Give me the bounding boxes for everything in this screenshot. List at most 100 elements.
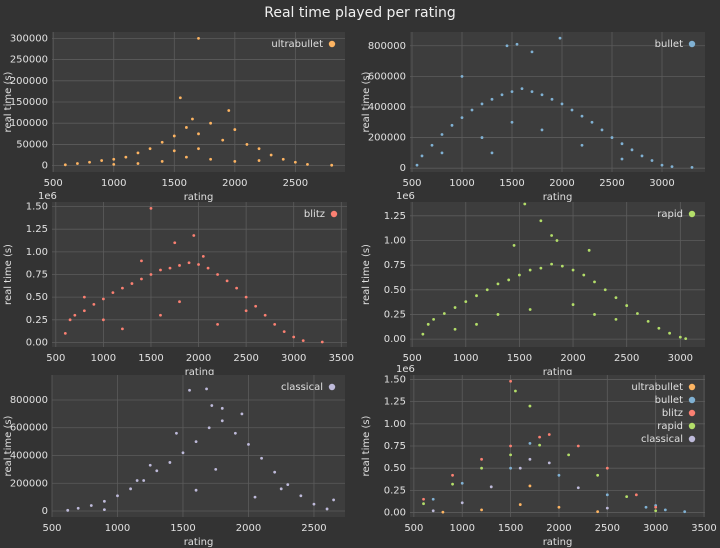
legend-label: classical bbox=[281, 382, 323, 393]
point bbox=[209, 157, 213, 161]
y-axis-label: real time (s) bbox=[3, 71, 14, 132]
point bbox=[422, 502, 425, 506]
x-tick-label: 2500 bbox=[233, 353, 258, 364]
point bbox=[490, 97, 494, 101]
point bbox=[273, 470, 277, 474]
y-tick-label: 600000 bbox=[10, 423, 48, 434]
point bbox=[451, 482, 454, 486]
point bbox=[111, 291, 115, 295]
point bbox=[480, 466, 483, 470]
x-tick-label: 1500 bbox=[170, 523, 195, 534]
x-tick-label: 3000 bbox=[668, 353, 693, 364]
point bbox=[470, 108, 474, 112]
point bbox=[149, 273, 153, 276]
point bbox=[220, 419, 224, 423]
point bbox=[306, 162, 309, 166]
point bbox=[184, 155, 188, 159]
x-axis-label: rating bbox=[184, 192, 214, 203]
point bbox=[247, 443, 250, 446]
point bbox=[453, 306, 457, 309]
x-axis-label: rating bbox=[185, 367, 215, 378]
point bbox=[63, 332, 67, 335]
y-tick-label: 0.75 bbox=[384, 441, 406, 452]
point bbox=[518, 273, 521, 277]
point bbox=[159, 268, 162, 272]
x-axis-label: rating bbox=[543, 192, 573, 203]
x-tick-label: 1500 bbox=[138, 353, 163, 364]
point bbox=[630, 148, 634, 152]
point bbox=[530, 50, 534, 54]
x-tick-label: 2000 bbox=[546, 523, 571, 534]
point bbox=[620, 142, 624, 146]
point bbox=[159, 313, 162, 317]
point bbox=[269, 153, 273, 157]
y-tick-label: 0 bbox=[42, 506, 48, 517]
point bbox=[299, 494, 303, 498]
x-tick-label: 1500 bbox=[498, 523, 523, 534]
y-tick-label: 0.75 bbox=[384, 260, 406, 271]
point bbox=[509, 379, 512, 383]
point bbox=[480, 136, 484, 139]
x-tick-label: 2500 bbox=[614, 353, 639, 364]
point bbox=[690, 166, 694, 169]
point bbox=[312, 502, 316, 506]
point bbox=[121, 327, 124, 331]
point bbox=[76, 162, 79, 165]
point bbox=[550, 97, 554, 101]
point bbox=[636, 312, 639, 315]
x-tick-label: 1000 bbox=[101, 178, 126, 189]
x-tick-label: 2500 bbox=[301, 523, 326, 534]
x-tick-label: 3500 bbox=[329, 353, 354, 364]
point bbox=[260, 456, 263, 460]
point bbox=[172, 149, 176, 153]
figure-title: Real time played per rating bbox=[264, 5, 455, 21]
point bbox=[330, 163, 334, 167]
point bbox=[135, 479, 139, 482]
y-tick-label: 0.00 bbox=[26, 337, 48, 348]
legend-marker bbox=[688, 396, 696, 404]
y-axis-label: real time (s) bbox=[361, 415, 372, 476]
point bbox=[325, 507, 329, 511]
legend-marker bbox=[688, 40, 696, 48]
point bbox=[540, 128, 544, 132]
point bbox=[168, 461, 172, 464]
point bbox=[332, 498, 336, 502]
x-tick-label: 1500 bbox=[499, 178, 524, 189]
legend-label: classical bbox=[641, 434, 683, 445]
point bbox=[130, 282, 134, 285]
y-tick-label: 0.00 bbox=[384, 508, 406, 519]
point bbox=[485, 288, 489, 292]
x-tick-label: 500 bbox=[404, 523, 423, 534]
point bbox=[240, 412, 244, 416]
point bbox=[596, 510, 600, 514]
point bbox=[197, 147, 200, 151]
point bbox=[440, 151, 444, 155]
x-tick-label: 2000 bbox=[560, 353, 585, 364]
point bbox=[422, 497, 425, 501]
y-tick-label: 100000 bbox=[10, 118, 48, 129]
point bbox=[539, 219, 543, 223]
y-tick-label: 800000 bbox=[368, 41, 406, 52]
point bbox=[221, 138, 225, 142]
point bbox=[509, 444, 512, 448]
point bbox=[257, 159, 261, 162]
y-tick-label: 0.25 bbox=[26, 315, 48, 326]
y-scale-label: 1e6 bbox=[38, 191, 57, 202]
point bbox=[528, 404, 532, 408]
x-tick-label: 1000 bbox=[449, 178, 474, 189]
point bbox=[550, 262, 553, 266]
point bbox=[175, 431, 178, 435]
point bbox=[610, 136, 614, 139]
point bbox=[593, 313, 596, 316]
point bbox=[286, 483, 290, 487]
point bbox=[282, 330, 286, 333]
point bbox=[514, 389, 517, 393]
point bbox=[663, 508, 667, 512]
y-tick-label: 0.50 bbox=[384, 285, 406, 296]
plot-area bbox=[415, 36, 694, 169]
axes-background bbox=[410, 32, 705, 172]
x-tick-label: 3000 bbox=[281, 353, 306, 364]
legend-marker bbox=[688, 383, 696, 391]
point bbox=[191, 117, 194, 121]
point bbox=[560, 102, 564, 106]
